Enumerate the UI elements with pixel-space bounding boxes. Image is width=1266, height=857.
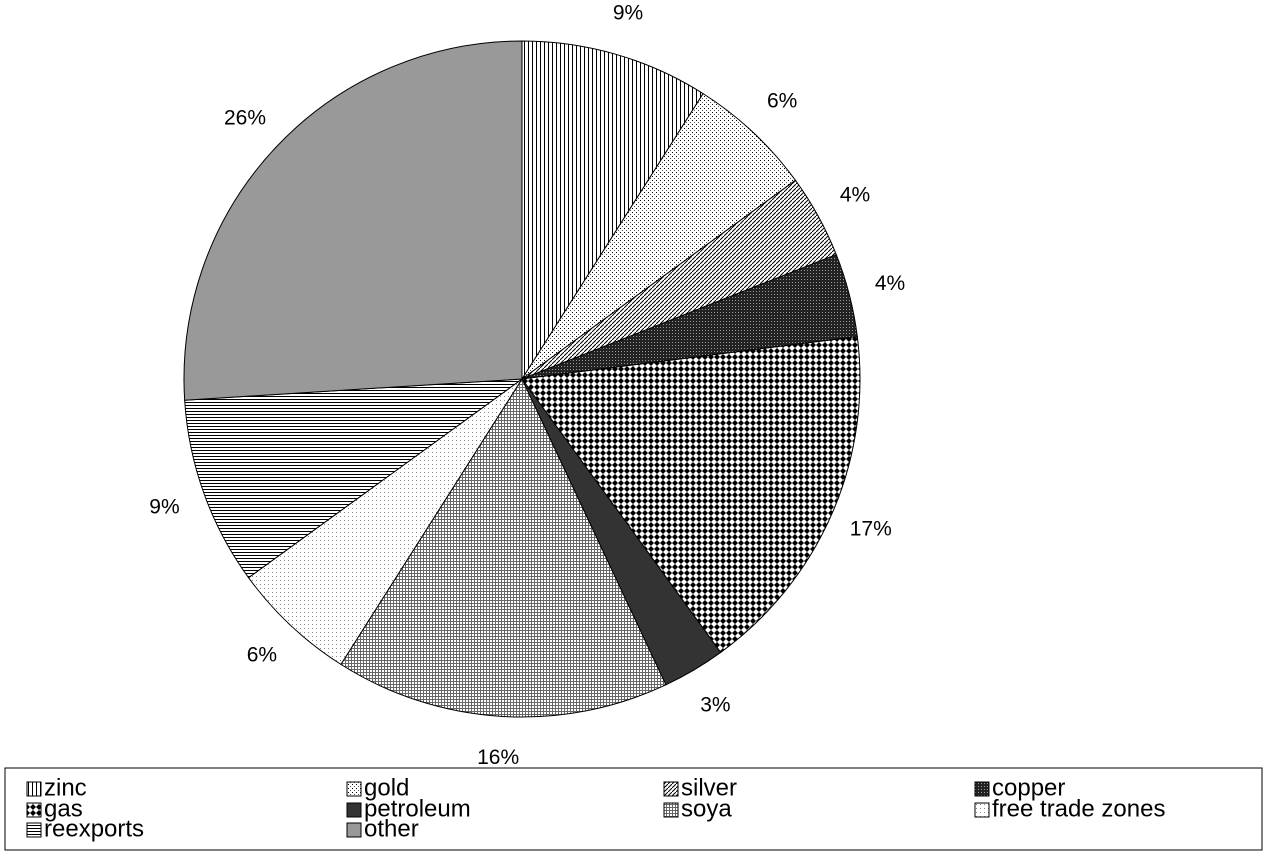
legend-label: silver (681, 774, 737, 801)
pie-slice (521, 40, 704, 381)
data-label: 9% (149, 495, 179, 518)
legend-swatch (346, 781, 362, 797)
legend-label: soya (681, 795, 732, 822)
data-label: 9% (613, 2, 643, 25)
pie-slice (184, 378, 524, 579)
data-label: 6% (247, 644, 277, 667)
legend-label: petroleum (364, 795, 471, 822)
legend-swatch (26, 822, 42, 838)
legend-swatch (663, 802, 679, 818)
pie-slice (183, 40, 523, 401)
data-label: 26% (224, 106, 266, 129)
data-label: 17% (850, 517, 892, 540)
legend-label: gas (44, 795, 83, 822)
legend-label: zinc (44, 774, 87, 801)
legend-swatch (26, 781, 42, 797)
pie-slice (247, 378, 523, 666)
legend-label: other (364, 815, 419, 842)
legend-swatch (663, 781, 679, 797)
pie-slice (521, 336, 861, 654)
legend-swatch (346, 802, 362, 818)
legend: zinc gold silver copper gas petroleum soya free… (26, 774, 1165, 842)
legend-swatch (974, 781, 990, 797)
legend-box (4, 767, 1263, 851)
data-label: 16% (477, 746, 519, 769)
legend-label: free trade zones (992, 795, 1165, 822)
pie-slice (521, 92, 797, 380)
legend-label: gold (364, 774, 409, 801)
legend-label: copper (992, 774, 1065, 801)
legend-swatch (346, 822, 362, 838)
data-label: 4% (875, 272, 905, 295)
data-label: 3% (700, 694, 730, 717)
legend-label: reexports (44, 815, 144, 842)
legend-swatch (26, 802, 42, 818)
data-label: 4% (840, 183, 870, 206)
data-label: 6% (767, 90, 797, 113)
pie-slice (340, 377, 667, 718)
legend-swatch (974, 802, 990, 818)
